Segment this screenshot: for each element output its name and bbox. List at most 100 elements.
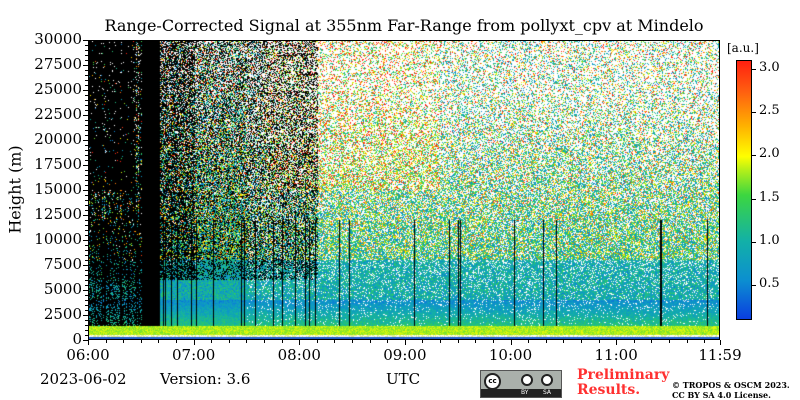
x-tick-mark xyxy=(720,340,721,345)
y-minor-tick xyxy=(85,270,88,271)
y-minor-tick xyxy=(85,230,88,231)
x-minor-tick xyxy=(369,340,371,343)
x-minor-tick xyxy=(704,340,706,343)
x-minor-tick xyxy=(281,340,283,343)
x-minor-tick xyxy=(616,340,618,343)
y-tick-label: 0 xyxy=(72,330,82,348)
x-minor-tick xyxy=(352,340,354,343)
y-minor-tick xyxy=(85,330,88,331)
y-axis-label: Height (m) xyxy=(5,145,25,234)
y-tick-label: 5000 xyxy=(43,280,82,298)
y-tick-label: 22500 xyxy=(34,105,82,123)
y-minor-tick xyxy=(85,320,88,321)
y-minor-tick xyxy=(85,300,88,301)
preliminary-results: Preliminary Results. xyxy=(577,367,670,398)
y-tick-label: 12500 xyxy=(34,205,82,223)
y-minor-tick xyxy=(85,130,88,131)
x-tick-label: 06:00 xyxy=(66,346,110,364)
x-minor-tick xyxy=(475,340,477,343)
colorbar-tick-label: 1.0 xyxy=(759,233,780,248)
y-minor-tick xyxy=(85,160,88,161)
colorbar-label: [a.u.] xyxy=(727,41,759,55)
y-tick-mark xyxy=(83,315,88,316)
x-minor-tick xyxy=(140,340,142,343)
y-minor-tick xyxy=(85,80,88,81)
y-minor-tick xyxy=(85,310,88,311)
y-minor-tick xyxy=(85,75,88,76)
y-tick-mark xyxy=(83,140,88,141)
y-minor-tick xyxy=(85,150,88,151)
x-tick-label: 10:00 xyxy=(488,346,533,364)
x-tick-label: 11:00 xyxy=(594,346,638,364)
y-minor-tick xyxy=(85,145,88,146)
signal-heatmap xyxy=(89,41,719,339)
x-minor-tick xyxy=(334,340,336,343)
x-minor-tick xyxy=(492,340,494,343)
colorbar xyxy=(736,60,752,320)
y-tick-label: 30000 xyxy=(34,30,82,48)
colorbar-tick-label: 1.5 xyxy=(759,189,780,205)
cc-icon: cc xyxy=(484,373,501,390)
y-minor-tick xyxy=(85,275,88,276)
y-tick-label: 2500 xyxy=(43,305,82,323)
y-minor-tick xyxy=(85,220,88,221)
y-tick-mark xyxy=(83,265,88,266)
y-minor-tick xyxy=(85,305,88,306)
x-minor-tick xyxy=(228,340,230,343)
x-axis-label: UTC xyxy=(386,370,421,388)
y-tick-label: 15000 xyxy=(34,180,82,198)
y-tick-mark xyxy=(83,340,88,341)
colorbar-tick-mark xyxy=(752,155,756,157)
x-minor-tick xyxy=(316,340,318,343)
x-minor-tick xyxy=(105,340,107,343)
chart-title: Range-Corrected Signal at 355nm Far-Rang… xyxy=(104,16,704,35)
x-minor-tick xyxy=(422,340,424,343)
x-minor-tick xyxy=(387,340,389,343)
x-minor-tick xyxy=(123,340,125,343)
x-minor-tick xyxy=(528,340,530,343)
y-minor-tick xyxy=(85,105,88,106)
y-tick-label: 25000 xyxy=(34,80,82,98)
colorbar-tick-label: 3.0 xyxy=(759,59,780,75)
y-minor-tick xyxy=(85,200,88,201)
copyright-line2: CC BY SA 4.0 License. xyxy=(672,390,771,400)
y-minor-tick xyxy=(85,195,88,196)
colorbar-tick-mark xyxy=(752,68,756,70)
y-minor-tick xyxy=(85,50,88,51)
y-tick-mark xyxy=(83,165,88,166)
colorbar-tick-label: 2.5 xyxy=(759,103,780,118)
x-minor-tick xyxy=(580,340,582,343)
y-minor-tick xyxy=(85,170,88,171)
y-tick-label: 10000 xyxy=(34,230,82,248)
y-minor-tick xyxy=(85,185,88,186)
colorbar-tick-label: 2.0 xyxy=(759,146,780,162)
x-minor-tick xyxy=(299,340,301,343)
x-minor-tick xyxy=(440,340,442,343)
y-tick-label: 7500 xyxy=(43,255,82,273)
y-tick-mark xyxy=(83,290,88,291)
y-tick-mark xyxy=(83,215,88,216)
x-minor-tick xyxy=(176,340,178,343)
x-tick-label: 08:00 xyxy=(277,346,321,364)
y-tick-mark xyxy=(83,40,88,41)
date-label: 2023-06-02 xyxy=(40,370,127,388)
y-minor-tick xyxy=(85,45,88,46)
x-minor-tick xyxy=(264,340,266,343)
y-minor-tick xyxy=(85,175,88,176)
x-minor-tick xyxy=(668,340,670,343)
y-minor-tick xyxy=(85,70,88,71)
y-minor-tick xyxy=(85,55,88,56)
x-minor-tick xyxy=(563,340,565,343)
y-minor-tick xyxy=(85,335,88,336)
x-minor-tick xyxy=(633,340,635,343)
x-minor-tick xyxy=(686,340,688,343)
colorbar-tick-label: 0.5 xyxy=(759,276,780,292)
x-minor-tick xyxy=(457,340,459,343)
y-tick-mark xyxy=(83,115,88,116)
y-minor-tick xyxy=(85,60,88,61)
cc-by-sa-logo: cc BY SA xyxy=(480,370,562,398)
x-minor-tick xyxy=(211,340,213,343)
y-minor-tick xyxy=(85,295,88,296)
copyright-line1: © TROPOS & OSCM 2023. xyxy=(672,380,790,390)
y-minor-tick xyxy=(85,85,88,86)
